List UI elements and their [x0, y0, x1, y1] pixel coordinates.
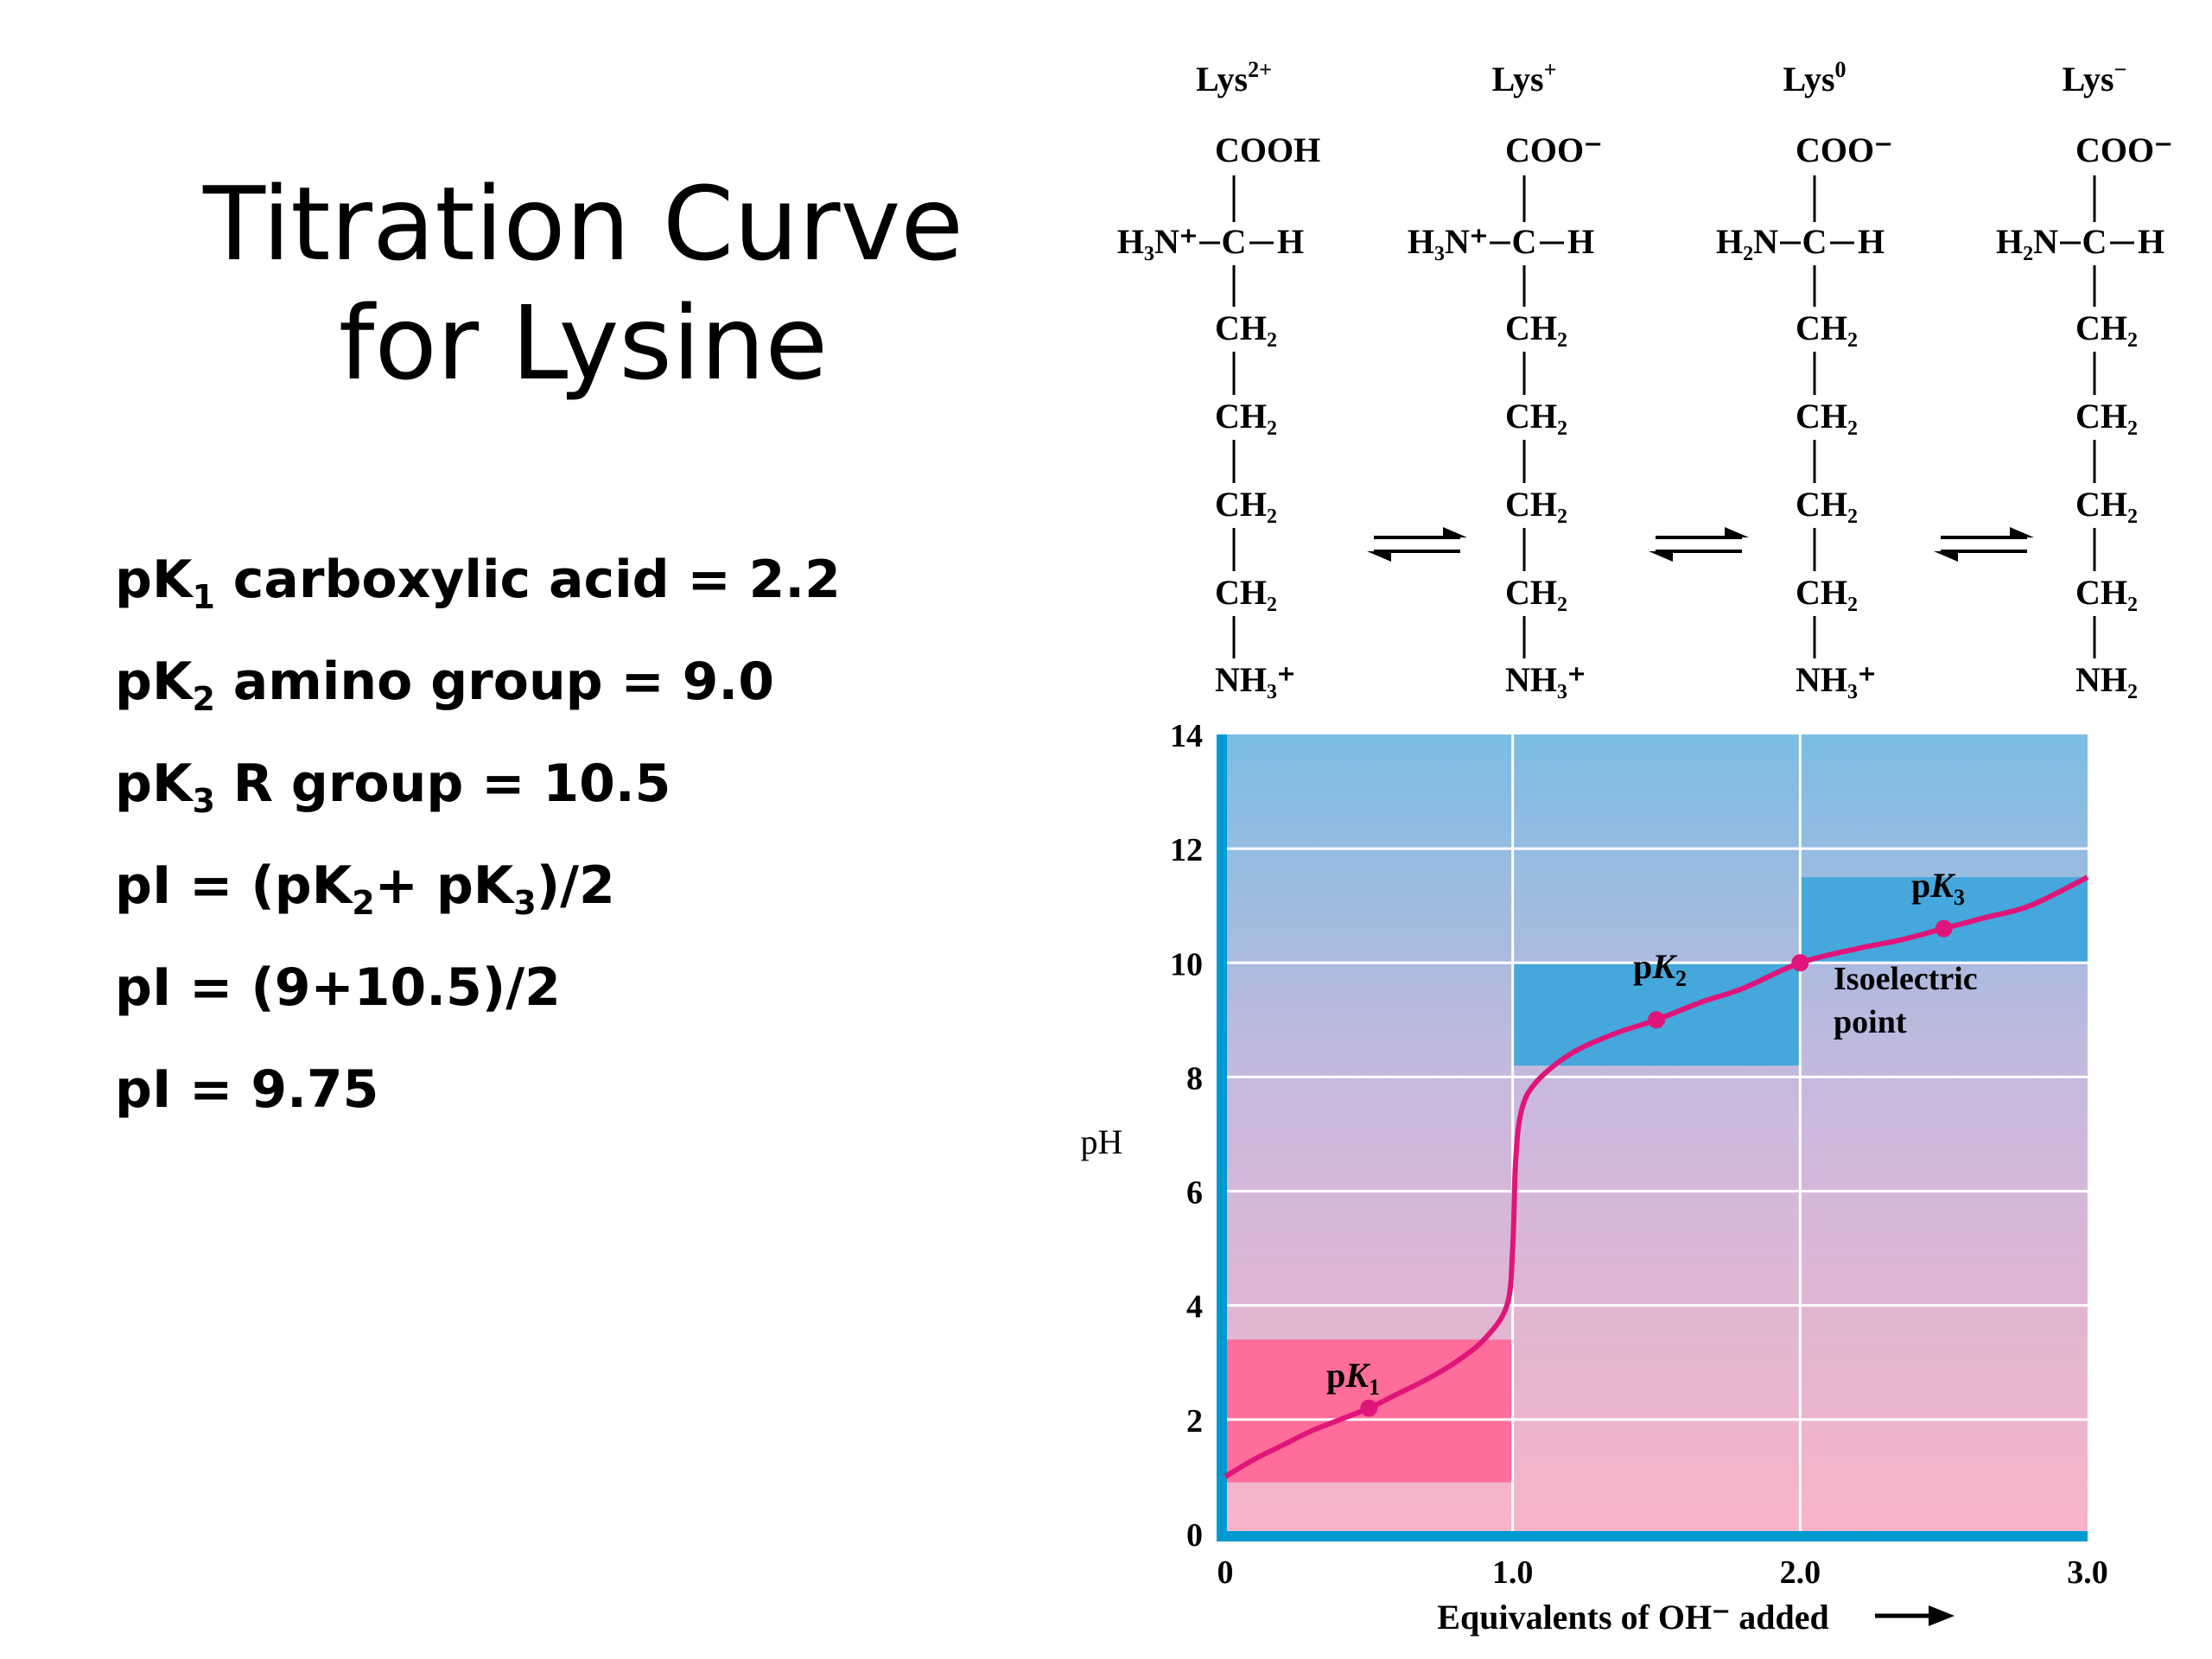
- species-label: Lys−: [2063, 57, 2127, 99]
- forward-head: [2010, 527, 2034, 537]
- y-tick-10: 10: [1170, 946, 1203, 982]
- y-tick-4: 4: [1186, 1289, 1203, 1325]
- x-axis-bar: [1217, 1531, 2088, 1541]
- methylene-group: CH₂: [1215, 573, 1277, 612]
- x-tick-0: 0: [1217, 1554, 1234, 1591]
- carboxyl-group: COO⁻: [2075, 130, 2172, 169]
- x-axis-arrow: [1875, 1605, 1955, 1626]
- species-label: Lys0: [1783, 57, 1846, 99]
- structure-1: Lys2+ COOH H₃N⁺ C H CH₂ CH₂ CH₂ CH₂ NH₃⁺: [1117, 57, 1320, 699]
- reverse-head: [1367, 551, 1391, 562]
- marker-pk1: [1360, 1399, 1378, 1417]
- titration-curve: [1224, 874, 2089, 1479]
- structure-3: Lys0 COO⁻ H₂N C H CH₂ CH₂ CH₂ CH₂ NH₃⁺: [1716, 57, 1892, 699]
- y-tick-2: 2: [1186, 1403, 1203, 1440]
- y-tick-12: 12: [1170, 832, 1203, 868]
- side-chain-amino: NH₃⁺: [1796, 660, 1876, 699]
- side-chain-amino: NH₂: [2075, 660, 2138, 699]
- title-line-2: for Lysine: [338, 283, 829, 403]
- methylene-group: CH₂: [1796, 397, 1858, 435]
- methylene-group: CH₂: [1505, 573, 1567, 612]
- title-line-1: Titration Curve: [203, 164, 963, 283]
- x-tick-3.0: 3.0: [2067, 1554, 2108, 1591]
- y-tick-14: 14: [1170, 718, 1203, 754]
- methylene-group: CH₂: [2075, 397, 2138, 435]
- methylene-group: CH₂: [1505, 485, 1567, 524]
- alpha-carbon: C: [2082, 222, 2107, 261]
- alpha-carbon: C: [1512, 222, 1537, 261]
- amino-group: H₂N: [1716, 222, 1778, 261]
- gridlines: [1225, 734, 2088, 1534]
- y-tick-8: 8: [1186, 1060, 1203, 1096]
- marker-pk2: [1648, 1011, 1665, 1029]
- equilibrium-arrows: [1367, 527, 2034, 562]
- isoelectric-label-line2: point: [1834, 1004, 1907, 1040]
- equilibrium-arrow-2: [1649, 527, 1749, 562]
- carboxyl-group: COOH: [1215, 130, 1320, 169]
- structure-4: Lys− COO⁻ H₂N C H CH₂ CH₂ CH₂ CH₂ NH₂: [1996, 57, 2172, 699]
- y-axis-bar: [1217, 734, 1227, 1541]
- side-chain-amino: NH₃⁺: [1215, 660, 1295, 699]
- methylene-group: CH₂: [1796, 308, 1858, 347]
- methylene-group: CH₂: [1505, 308, 1567, 347]
- structure-2: Lys+ COO⁻ H₃N⁺ C H CH₂ CH₂ CH₂ CH₂ NH₃⁺: [1408, 57, 1602, 699]
- methylene-group: CH₂: [2075, 573, 2138, 612]
- note-pi-result: pI = 9.75: [115, 1059, 379, 1120]
- species-label: Lys2+: [1196, 57, 1272, 99]
- equilibrium-arrow-1: [1367, 527, 1467, 562]
- species-label: Lys+: [1492, 57, 1557, 99]
- amino-group: H₂N: [1996, 222, 2058, 261]
- note-pk2: pK2 amino group = 9.0: [115, 652, 774, 718]
- note-pk3: pK3 R group = 10.5: [115, 753, 671, 820]
- x-tick-2.0: 2.0: [1780, 1554, 1821, 1591]
- forward-head: [1443, 527, 1467, 537]
- reverse-head: [1934, 551, 1958, 562]
- x-tick-1.0: 1.0: [1492, 1554, 1534, 1591]
- methylene-group: CH₂: [1215, 397, 1277, 435]
- amino-group: H₃N⁺: [1408, 222, 1488, 261]
- methylene-group: CH₂: [1796, 573, 1858, 612]
- carboxyl-group: COO⁻: [1796, 130, 1892, 169]
- amino-group: H₃N⁺: [1117, 222, 1198, 261]
- curve-markers: [1360, 919, 1953, 1417]
- tick-labels: 0 2 4 6 8 10 12 14 0 1.0 2.0 3.0: [1170, 718, 2108, 1591]
- pk3-label: pK3: [1911, 866, 1965, 910]
- methylene-group: CH₂: [1215, 485, 1277, 524]
- marker-isoelectric-point: [1791, 954, 1809, 972]
- methylene-group: CH₂: [1215, 308, 1277, 347]
- buffer-regions: [1225, 877, 2088, 1483]
- methylene-group: CH₂: [1796, 485, 1858, 524]
- alpha-carbon: C: [1222, 222, 1247, 261]
- alpha-carbon: C: [1802, 222, 1827, 261]
- note-pi-values: pI = (9+10.5)/2: [115, 957, 561, 1018]
- alpha-hydrogen: H: [1858, 222, 1885, 261]
- equilibrium-arrow-3: [1934, 527, 2034, 562]
- alpha-hydrogen: H: [1567, 222, 1594, 261]
- note-pi-formula: pI = (pK2+ pK3)/2: [115, 855, 615, 922]
- alpha-hydrogen: H: [2138, 222, 2164, 261]
- slide-title: Titration Curve for Lysine: [130, 164, 1037, 403]
- marker-pk3: [1935, 919, 1953, 938]
- side-chain-amino: NH₃⁺: [1505, 660, 1586, 699]
- methylene-group: CH₂: [1505, 397, 1567, 435]
- methylene-group: CH₂: [2075, 485, 2138, 524]
- x-axis-label: Equivalents of OH⁻ added: [1437, 1598, 1828, 1637]
- methylene-group: CH₂: [2075, 308, 2138, 347]
- alpha-hydrogen: H: [1277, 222, 1304, 261]
- pk-notes: pK1 carboxylic acid = 2.2 pK2 amino grou…: [115, 550, 841, 1161]
- note-pk1: pK1 carboxylic acid = 2.2: [115, 550, 841, 616]
- carboxyl-group: COO⁻: [1505, 130, 1602, 169]
- reverse-head: [1649, 551, 1673, 562]
- isoelectric-label-line1: Isoelectric: [1834, 961, 1978, 997]
- pk2-label: pK2: [1633, 947, 1687, 991]
- y-tick-6: 6: [1186, 1175, 1203, 1211]
- forward-head: [1725, 527, 1749, 537]
- y-tick-0: 0: [1186, 1517, 1203, 1554]
- pk1-label: pK1: [1326, 1356, 1380, 1400]
- y-axis-label: pH: [1081, 1122, 1123, 1161]
